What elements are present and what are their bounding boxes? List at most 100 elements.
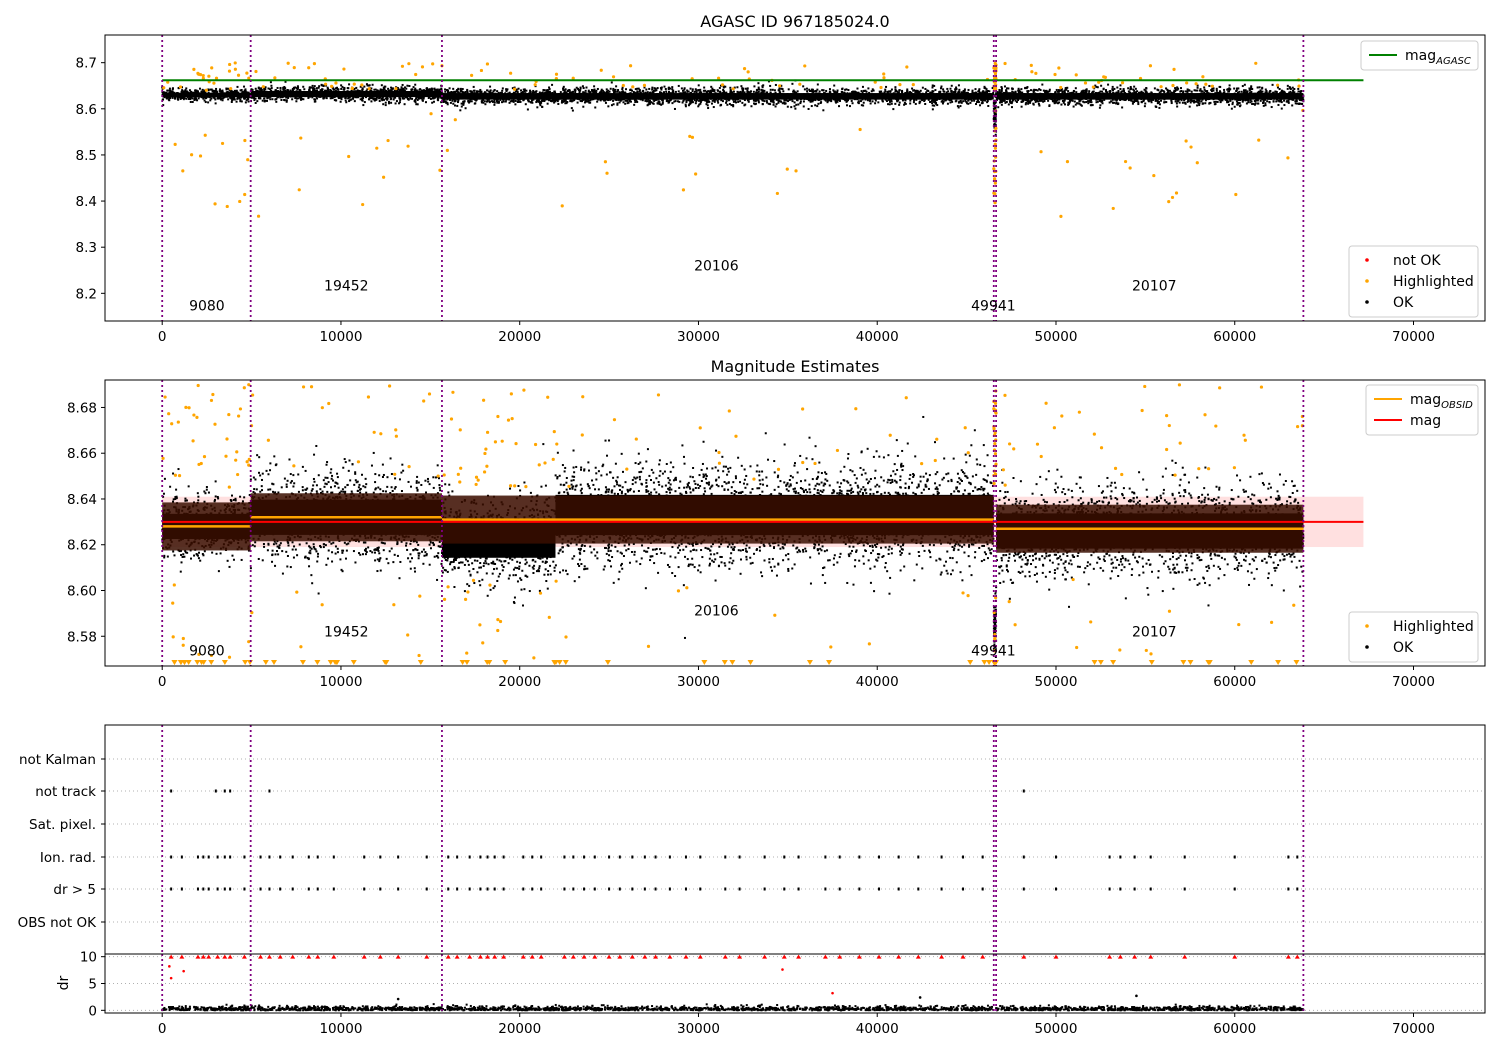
ok-point: [623, 95, 626, 98]
ok-point: [956, 105, 959, 108]
ok-point: [960, 97, 963, 100]
ok-point: [170, 90, 173, 93]
ok-point: [1277, 103, 1280, 106]
ok-point: [399, 98, 402, 101]
ok-point: [536, 99, 539, 102]
ok-point: [536, 93, 539, 96]
ok-point: [454, 95, 457, 98]
ok-point: [633, 95, 636, 98]
ok-point: [736, 94, 739, 97]
ok-point: [562, 98, 565, 101]
ok-point: [404, 94, 407, 97]
ok-point: [959, 105, 962, 108]
ok-point: [1183, 98, 1186, 101]
ok-point: [1231, 101, 1234, 104]
ok-point: [353, 100, 356, 103]
ok-point: [665, 90, 668, 93]
ok-point: [1020, 91, 1023, 94]
ok-point: [315, 95, 318, 98]
ok-point: [1250, 100, 1253, 103]
ok-point: [780, 93, 783, 96]
ok-point: [1163, 98, 1166, 101]
ok-point: [172, 94, 175, 97]
ok-point: [722, 91, 725, 94]
ok-point: [684, 103, 687, 106]
ok-point: [827, 95, 830, 98]
ok-point: [451, 91, 454, 94]
ok-point: [709, 92, 712, 95]
ok-point: [1117, 102, 1120, 105]
ok-point: [658, 91, 661, 94]
ok-point: [202, 91, 205, 94]
ok-point: [1187, 97, 1190, 100]
ok-point: [348, 90, 351, 93]
ok-point: [844, 88, 847, 91]
ok-point: [981, 93, 984, 96]
ok-point: [892, 108, 895, 111]
ok-point: [629, 89, 632, 92]
ok-point: [639, 93, 642, 96]
ok-point: [184, 89, 187, 92]
ok-point: [215, 87, 218, 90]
ok-point: [1024, 87, 1027, 90]
ok-point: [285, 94, 288, 97]
ok-point: [483, 96, 486, 99]
ok-point: [634, 97, 637, 100]
ok-point: [396, 92, 399, 95]
ok-point: [822, 95, 825, 98]
ok-point: [856, 96, 859, 99]
ok-point: [217, 95, 220, 98]
ok-point: [240, 89, 243, 92]
ok-point: [848, 92, 851, 95]
ok-point: [502, 100, 505, 103]
ok-point: [772, 95, 775, 98]
ok-point: [302, 98, 305, 101]
ok-point: [1020, 105, 1023, 108]
ok-point: [950, 92, 953, 95]
ok-point: [967, 88, 970, 91]
ok-point: [166, 95, 169, 98]
ok-point: [433, 96, 436, 99]
ok-point: [235, 100, 238, 103]
ok-point: [824, 99, 827, 102]
ok-point: [244, 89, 247, 92]
ok-point: [623, 91, 626, 94]
ok-point: [757, 82, 760, 85]
ok-point: [588, 94, 591, 97]
ok-point: [1099, 104, 1102, 107]
ok-point: [641, 96, 644, 99]
ok-point: [715, 94, 718, 97]
ok-point: [908, 93, 911, 96]
ok-point: [905, 97, 908, 100]
ok-point: [794, 107, 797, 110]
ok-point: [894, 88, 897, 91]
ok-point: [862, 96, 865, 99]
ok-point: [409, 95, 412, 98]
ok-point: [1083, 101, 1086, 104]
ok-point: [396, 89, 399, 92]
ok-point: [777, 101, 780, 104]
ok-point: [1285, 92, 1288, 95]
ok-point: [978, 95, 981, 98]
ok-point: [456, 104, 459, 107]
ok-point: [747, 98, 750, 101]
ok-point: [537, 93, 540, 96]
ok-point: [336, 91, 339, 94]
ok-point: [811, 100, 814, 103]
ok-point: [433, 87, 436, 90]
ok-point: [945, 91, 948, 94]
ok-point: [646, 100, 649, 103]
ok-point: [652, 102, 655, 105]
ok-point: [904, 99, 907, 102]
ok-point: [200, 91, 203, 94]
ok-point: [770, 98, 773, 101]
ok-point: [851, 92, 854, 95]
ok-point: [185, 93, 188, 96]
ok-point: [496, 90, 499, 93]
ok-point: [300, 98, 303, 101]
ok-point: [965, 94, 968, 97]
ok-point: [538, 102, 541, 105]
ok-point: [1011, 87, 1014, 90]
ok-point: [1220, 95, 1223, 98]
ok-point: [392, 98, 395, 101]
